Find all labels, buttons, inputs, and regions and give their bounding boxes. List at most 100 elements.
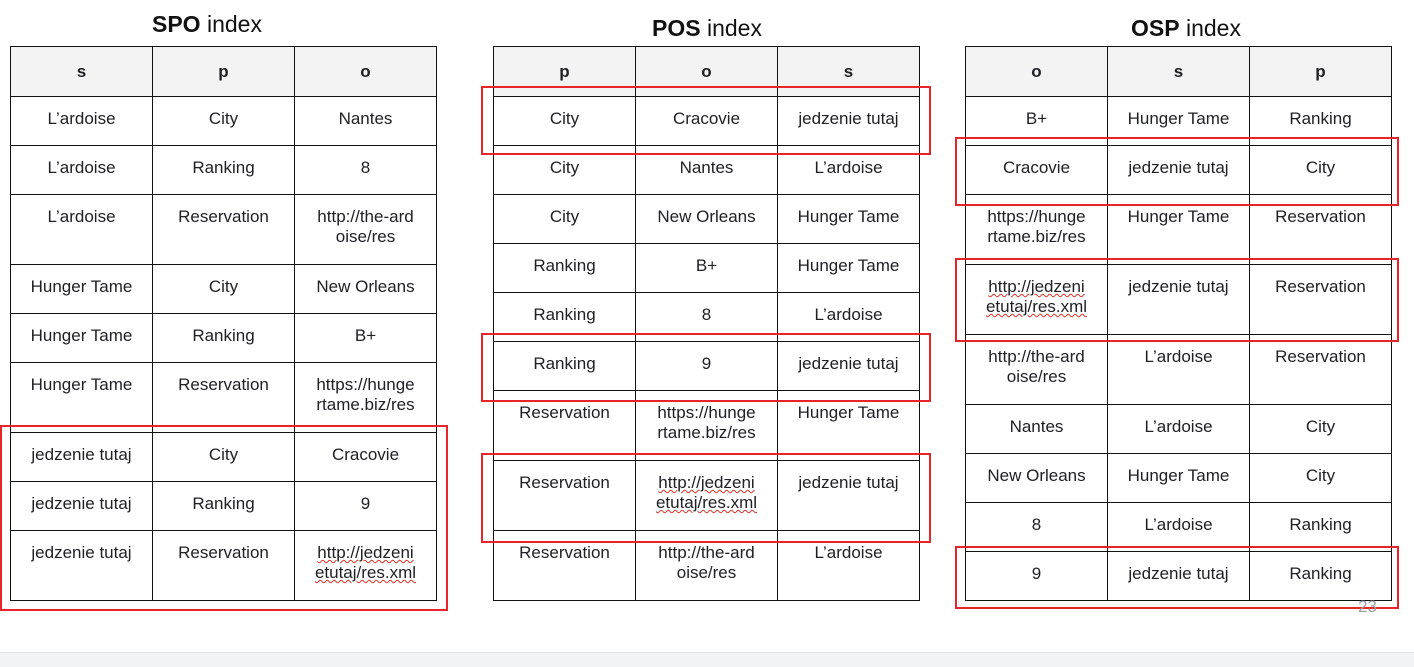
table-cell: jedzenie tutaj bbox=[777, 341, 920, 391]
table-cell: 9 bbox=[294, 481, 437, 531]
table-cell: New Orleans bbox=[635, 194, 778, 244]
table-cell: L’ardoise bbox=[1107, 404, 1250, 454]
table-cell: Ranking bbox=[1249, 96, 1392, 146]
osp-title-bold: OSP bbox=[1131, 15, 1180, 41]
table-cell: Ranking bbox=[493, 243, 636, 293]
table-cell: jedzenie tutaj bbox=[10, 530, 153, 601]
table-row: Hunger Tame Ranking B+ bbox=[10, 313, 437, 363]
table-cell: http://the-ard oise/res bbox=[294, 194, 437, 265]
table-cell: https://hunge rtame.biz/res bbox=[965, 194, 1108, 265]
table-cell: Ranking bbox=[152, 481, 295, 531]
table-row: Reservation http://jedzeni etutaj/res.xml… bbox=[493, 460, 920, 531]
table-cell: Reservation bbox=[493, 530, 636, 601]
osp-index-table: o s p B+ Hunger Tame Ranking Cracovie jedze… bbox=[965, 46, 1392, 601]
table-cell: http://jedzeni etutaj/res.xml bbox=[965, 264, 1108, 335]
slide: SPO index POS index OSP index s p o L’ar… bbox=[0, 10, 1399, 616]
pos-index-table: p o s City Cracovie jedzenie tutaj City Nan… bbox=[493, 46, 920, 601]
header-cell: o bbox=[635, 46, 778, 97]
table-cell: Nantes bbox=[965, 404, 1108, 454]
table-cell: jedzenie tutaj bbox=[1107, 145, 1250, 195]
table-cell: City bbox=[493, 145, 636, 195]
table-cell: Ranking bbox=[493, 292, 636, 342]
table-cell: Hunger Tame bbox=[10, 362, 153, 433]
table-row: 8 L’ardoise Ranking bbox=[965, 502, 1392, 552]
table-header-row: p o s bbox=[493, 46, 920, 97]
table-cell: L’ardoise bbox=[10, 145, 153, 195]
table-cell: jedzenie tutaj bbox=[10, 432, 153, 482]
table-cell: L’ardoise bbox=[1107, 502, 1250, 552]
spo-title-rest: index bbox=[200, 11, 262, 37]
table-cell: Ranking bbox=[152, 313, 295, 363]
table-row: jedzenie tutaj Reservation http://jedzeni … bbox=[10, 530, 437, 601]
table-cell: Nantes bbox=[294, 96, 437, 146]
table-cell: Cracovie bbox=[965, 145, 1108, 195]
table-cell: jedzenie tutaj bbox=[777, 460, 920, 531]
table-cell: Hunger Tame bbox=[1107, 194, 1250, 265]
table-cell: http://the-ard oise/res bbox=[965, 334, 1108, 405]
table-cell: Reservation bbox=[1249, 194, 1392, 265]
table-cell: jedzenie tutaj bbox=[777, 96, 920, 146]
table-cell: jedzenie tutaj bbox=[10, 481, 153, 531]
header-cell: p bbox=[152, 46, 295, 97]
table-cell: Ranking bbox=[1249, 551, 1392, 601]
header-cell: p bbox=[493, 46, 636, 97]
table-cell: http://jedzeni etutaj/res.xml bbox=[635, 460, 778, 531]
header-cell: s bbox=[10, 46, 153, 97]
table-cell: Reservation bbox=[493, 390, 636, 461]
table-row: New Orleans Hunger Tame City bbox=[965, 453, 1392, 503]
table-row: City New Orleans Hunger Tame bbox=[493, 194, 920, 244]
table-row: https://hunge rtame.biz/res Hunger Tame Re… bbox=[965, 194, 1392, 265]
table-cell: Reservation bbox=[152, 530, 295, 601]
table-cell: https://hunge rtame.biz/res bbox=[635, 390, 778, 461]
table-row: L’ardoise Ranking 8 bbox=[10, 145, 437, 195]
table-cell: New Orleans bbox=[965, 453, 1108, 503]
table-row: Ranking B+ Hunger Tame bbox=[493, 243, 920, 293]
table-row: 9 jedzenie tutaj Ranking bbox=[965, 551, 1392, 601]
table-cell: L’ardoise bbox=[10, 194, 153, 265]
table-row: City Cracovie jedzenie tutaj bbox=[493, 96, 920, 146]
page-number: 23 bbox=[1358, 597, 1377, 616]
table-cell: http://jedzeni etutaj/res.xml bbox=[294, 530, 437, 601]
table-row: Ranking 9 jedzenie tutaj bbox=[493, 341, 920, 391]
table-cell: Cracovie bbox=[294, 432, 437, 482]
table-cell: Nantes bbox=[635, 145, 778, 195]
table-cell: L’ardoise bbox=[777, 292, 920, 342]
table-cell: jedzenie tutaj bbox=[1107, 551, 1250, 601]
table-cell: Hunger Tame bbox=[777, 194, 920, 244]
table-cell: Hunger Tame bbox=[10, 313, 153, 363]
table-cell: 8 bbox=[965, 502, 1108, 552]
table-cell: L’ardoise bbox=[1107, 334, 1250, 405]
table-cell: L’ardoise bbox=[777, 145, 920, 195]
table-row: jedzenie tutaj City Cracovie bbox=[10, 432, 437, 482]
table-cell: City bbox=[152, 264, 295, 314]
pos-index-title: POS index bbox=[652, 14, 762, 42]
table-header-row: o s p bbox=[965, 46, 1392, 97]
table-header-row: s p o bbox=[10, 46, 437, 97]
table-cell: City bbox=[1249, 145, 1392, 195]
table-row: L’ardoise City Nantes bbox=[10, 96, 437, 146]
spo-index-table: s p o L’ardoise City Nantes L’ardoise Ranki… bbox=[10, 46, 437, 601]
table-row: Hunger Tame City New Orleans bbox=[10, 264, 437, 314]
table-cell: 9 bbox=[965, 551, 1108, 601]
table-cell: Hunger Tame bbox=[1107, 96, 1250, 146]
table-cell: 9 bbox=[635, 341, 778, 391]
table-cell: Hunger Tame bbox=[777, 390, 920, 461]
table-cell: Reservation bbox=[152, 362, 295, 433]
table-cell: City bbox=[152, 432, 295, 482]
table-row: Reservation https://hunge rtame.biz/res Hu… bbox=[493, 390, 920, 461]
table-cell: City bbox=[1249, 404, 1392, 454]
table-cell: Ranking bbox=[152, 145, 295, 195]
table-row: http://the-ard oise/res L’ardoise Reservat… bbox=[965, 334, 1392, 405]
bottom-strip bbox=[0, 652, 1414, 667]
table-cell: 8 bbox=[294, 145, 437, 195]
table-cell: City bbox=[493, 194, 636, 244]
table-row: http://jedzeni etutaj/res.xml jedzenie tu… bbox=[965, 264, 1392, 335]
table-cell: https://hunge rtame.biz/res bbox=[294, 362, 437, 433]
spo-title-bold: SPO bbox=[152, 11, 201, 37]
table-cell: Hunger Tame bbox=[1107, 453, 1250, 503]
table-cell: Ranking bbox=[493, 341, 636, 391]
header-cell: s bbox=[777, 46, 920, 97]
table-cell: L’ardoise bbox=[777, 530, 920, 601]
spo-index-title: SPO index bbox=[152, 10, 262, 38]
osp-index-title: OSP index bbox=[1131, 14, 1241, 42]
